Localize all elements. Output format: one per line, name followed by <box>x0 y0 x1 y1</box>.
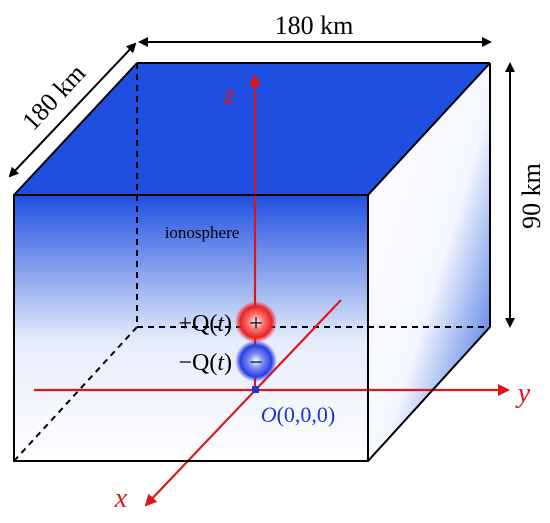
positive-charge <box>235 301 277 343</box>
height-dimension-label: 90 km <box>517 163 546 229</box>
origin-marker <box>252 386 259 393</box>
depth-dimension-arrow <box>8 42 137 178</box>
negative-charge <box>235 340 277 382</box>
z-axis-label: z <box>223 80 235 111</box>
box-front-face <box>14 195 368 461</box>
x-axis-label: x <box>114 483 128 514</box>
dimension-arrows <box>8 37 515 328</box>
x-axis-line <box>144 299 342 507</box>
negative-charge-symbol: − <box>249 350 263 376</box>
y-axis-label: y <box>515 378 531 409</box>
positive-charge-label: +Q(t) <box>178 311 232 337</box>
negative-charge-label: −Q(t) <box>178 350 232 376</box>
ionosphere-label: ionosphere <box>165 223 240 242</box>
origin-label: O(0,0,0) <box>261 402 336 427</box>
positive-charge-symbol: + <box>249 311 263 337</box>
width-dimension-label: 180 km <box>275 11 354 40</box>
